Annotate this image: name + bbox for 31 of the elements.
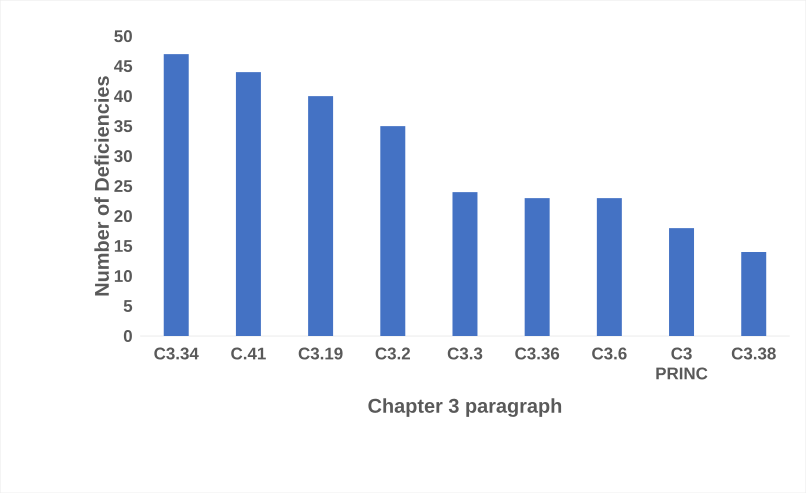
y-tick-label: 5 [124,300,132,312]
y-tick-label: 45 [114,60,132,72]
bar [452,192,478,336]
x-tick-label: C3.34 [154,347,199,360]
x-axis-title: Chapter 3 paragraph [368,398,562,417]
bar [669,228,694,336]
x-tick-label: C3.19 [298,347,343,360]
y-tick-label: 15 [114,240,132,252]
bar [308,96,334,336]
x-tick-label: C.41 [231,347,266,360]
y-tick-label: 30 [114,150,132,162]
x-tick-label: C3.2 [376,347,410,360]
y-tick-label: 40 [114,90,132,102]
x-tick-label: C3.36 [515,347,560,360]
bar [380,126,406,336]
x-tick-label: C3.38 [732,347,776,360]
bar [741,252,766,336]
bar [236,72,261,336]
y-tick-label: 10 [114,270,132,282]
bar [596,198,622,336]
y-tick-label: 20 [114,210,132,222]
y-tick-label: 25 [114,180,132,192]
y-tick-label: 35 [114,120,132,132]
bar [524,198,550,336]
y-tick-label: 50 [114,30,132,42]
x-tick-label: C3.6 [592,347,627,360]
x-tick-label: C3.3 [448,347,482,360]
y-tick-label: 0 [124,330,132,342]
x-tick-label: C3 PRINC [656,347,708,380]
bar [164,54,189,336]
y-axis-title: Number of Deficiencies [94,76,109,296]
